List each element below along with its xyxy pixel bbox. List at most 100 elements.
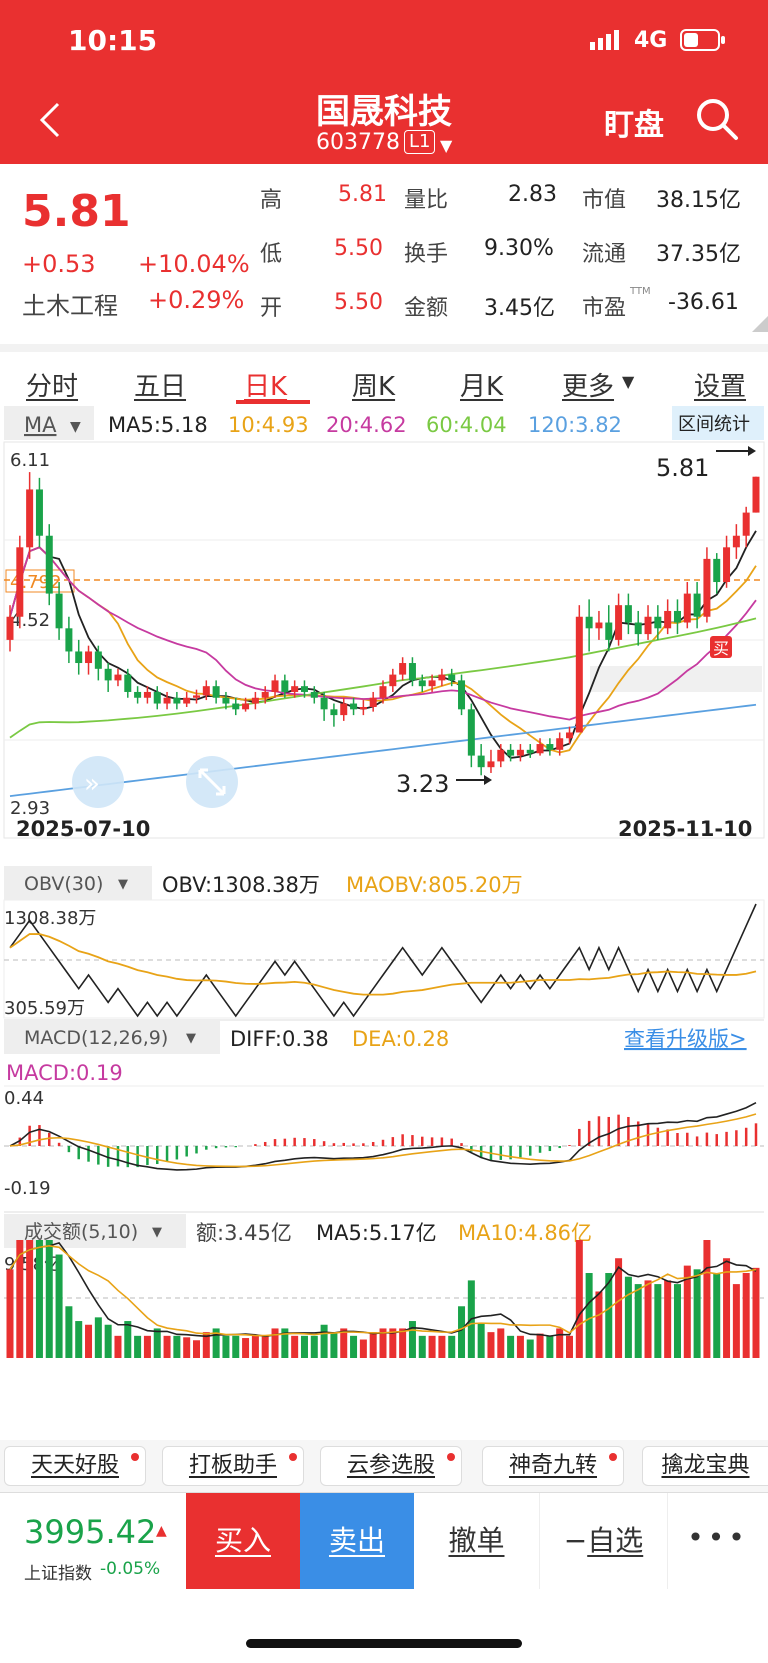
volume-bar (536, 1333, 544, 1358)
obv-lines (9, 903, 757, 1018)
candle-body (212, 686, 220, 698)
tab-more[interactable]: 更多 (562, 372, 615, 402)
search-icon[interactable] (694, 96, 740, 142)
stat-value-volume-ratio: 2.83 (508, 182, 557, 207)
volume-bar (526, 1339, 534, 1358)
tab-weekly-k[interactable]: 周K (352, 372, 396, 402)
range-stats-button[interactable]: 区间统计 (678, 414, 750, 435)
tab-daily-k[interactable]: 日K (244, 372, 288, 402)
volume-bar (45, 1240, 53, 1358)
volume-bar (723, 1258, 731, 1358)
ma120-value: 120:3.82 (528, 413, 622, 437)
candle-body (458, 680, 466, 710)
volume-bar (624, 1276, 632, 1358)
candle-body (153, 691, 161, 704)
candle-body (251, 697, 259, 704)
more-menu-button[interactable]: ••• (687, 1521, 749, 1554)
volume-bar (732, 1284, 740, 1358)
ma-dropdown-icon[interactable]: ▼ (70, 419, 81, 435)
cancel-order-button[interactable]: 撤单 (414, 1493, 540, 1589)
volume-bar (85, 1324, 93, 1358)
candle-body (379, 686, 387, 698)
macd-selector[interactable]: MACD(12,26,9) (24, 1027, 168, 1049)
ma5-value: MA5:5.18 (108, 413, 208, 437)
obv-selector-bg[interactable] (4, 866, 152, 900)
volume-bar (65, 1306, 73, 1358)
volume-bar (124, 1321, 132, 1358)
upgrade-link[interactable]: 查看升级版> (624, 1027, 747, 1051)
kline-chart-area[interactable]: MA ▼ MA5:5.18 10:4.93 20:4.62 60:4.04 12… (0, 404, 768, 1440)
range-stats-bg[interactable] (672, 406, 764, 440)
stat-label: 金额 (404, 296, 449, 321)
volume-bar (134, 1335, 142, 1358)
volume-dropdown-icon[interactable]: ▼ (152, 1225, 162, 1240)
more-dropdown-icon[interactable]: ▼ (622, 372, 635, 391)
buy-button[interactable]: 买入 (186, 1493, 300, 1589)
candle-body (526, 749, 534, 754)
sell-button[interactable]: 卖出 (300, 1493, 414, 1589)
tab-five-day[interactable]: 五日 (134, 372, 187, 402)
volume-bar (615, 1258, 623, 1358)
candle-body (438, 674, 446, 681)
candle-body (516, 749, 524, 756)
watchlist-button[interactable]: −自选 (540, 1493, 668, 1589)
candle-body (232, 703, 240, 710)
sector-name[interactable]: 土木工程 (22, 292, 118, 320)
buy-signal-marker[interactable] (710, 636, 732, 658)
index-name[interactable]: 上证指数 (24, 1564, 92, 1584)
obv-dropdown-icon[interactable]: ▼ (118, 877, 128, 892)
volume-bar (16, 1240, 24, 1358)
signal-icon (590, 30, 622, 50)
tool-daily-pick[interactable]: 天天好股 (4, 1446, 146, 1486)
level-dropdown-icon[interactable]: ▼ (440, 136, 453, 155)
candle-body (556, 738, 564, 750)
candle-body (497, 749, 505, 762)
volume-bar (566, 1335, 573, 1358)
volume-bar (379, 1328, 387, 1358)
volume-bar (291, 1335, 299, 1358)
volume-bar (26, 1240, 34, 1358)
volume-bar (683, 1265, 691, 1358)
stat-value-turnover: 9.30% (484, 236, 554, 261)
volume-bar (713, 1273, 721, 1358)
volume-bar (428, 1335, 436, 1358)
sector-change-pct: +0.29% (148, 286, 245, 314)
candle-body (271, 680, 279, 692)
price-level-box (5, 569, 75, 593)
volume-bar (507, 1335, 515, 1358)
candle-body (566, 732, 573, 739)
candle-body (242, 703, 250, 710)
back-icon[interactable] (36, 100, 66, 140)
candle-body (418, 680, 426, 687)
volume-selector-bg[interactable] (4, 1214, 186, 1248)
index-value[interactable]: 3995.42 (24, 1513, 157, 1551)
volume-bar (202, 1332, 210, 1358)
watch-button[interactable]: 盯盘 (604, 108, 664, 143)
tab-settings[interactable]: 设置 (694, 372, 747, 402)
nav-header: 国晟科技 603778 L1 ▼ 盯盘 (0, 78, 768, 164)
tool-magic-nine[interactable]: 神奇九转 (482, 1446, 624, 1486)
expand-left-button[interactable] (72, 756, 124, 808)
tab-intraday[interactable]: 分时 (26, 372, 79, 402)
stat-label: 低 (260, 242, 283, 267)
y-axis-bottom: 2.93 (10, 798, 50, 819)
level-badge[interactable]: L1 (404, 130, 436, 154)
obv-selector[interactable]: OBV(30) (24, 873, 103, 895)
tool-dragon-guide[interactable]: 擒龙宝典 (642, 1446, 768, 1486)
volume-selector[interactable]: 成交额(5,10) (24, 1221, 138, 1243)
candle-body (300, 686, 308, 692)
candle-body (94, 651, 102, 669)
candle-body (35, 489, 43, 536)
ma-selector[interactable]: MA (24, 413, 57, 437)
corner-fold-icon[interactable] (752, 316, 768, 332)
stat-value-pe: -36.61 (668, 290, 739, 315)
tab-monthly-k[interactable]: 月K (460, 372, 504, 402)
tool-cloud-screener[interactable]: 云参选股 (320, 1446, 462, 1486)
high-arrow-head (748, 446, 756, 456)
stock-name: 国晟科技 (316, 92, 452, 132)
macd-selector-bg[interactable] (4, 1020, 220, 1054)
tool-limit-up-helper[interactable]: 打板助手 (162, 1446, 304, 1486)
ma-selector-bg[interactable] (4, 406, 94, 440)
candle-body (624, 605, 632, 623)
macd-dropdown-icon[interactable]: ▼ (186, 1031, 196, 1046)
